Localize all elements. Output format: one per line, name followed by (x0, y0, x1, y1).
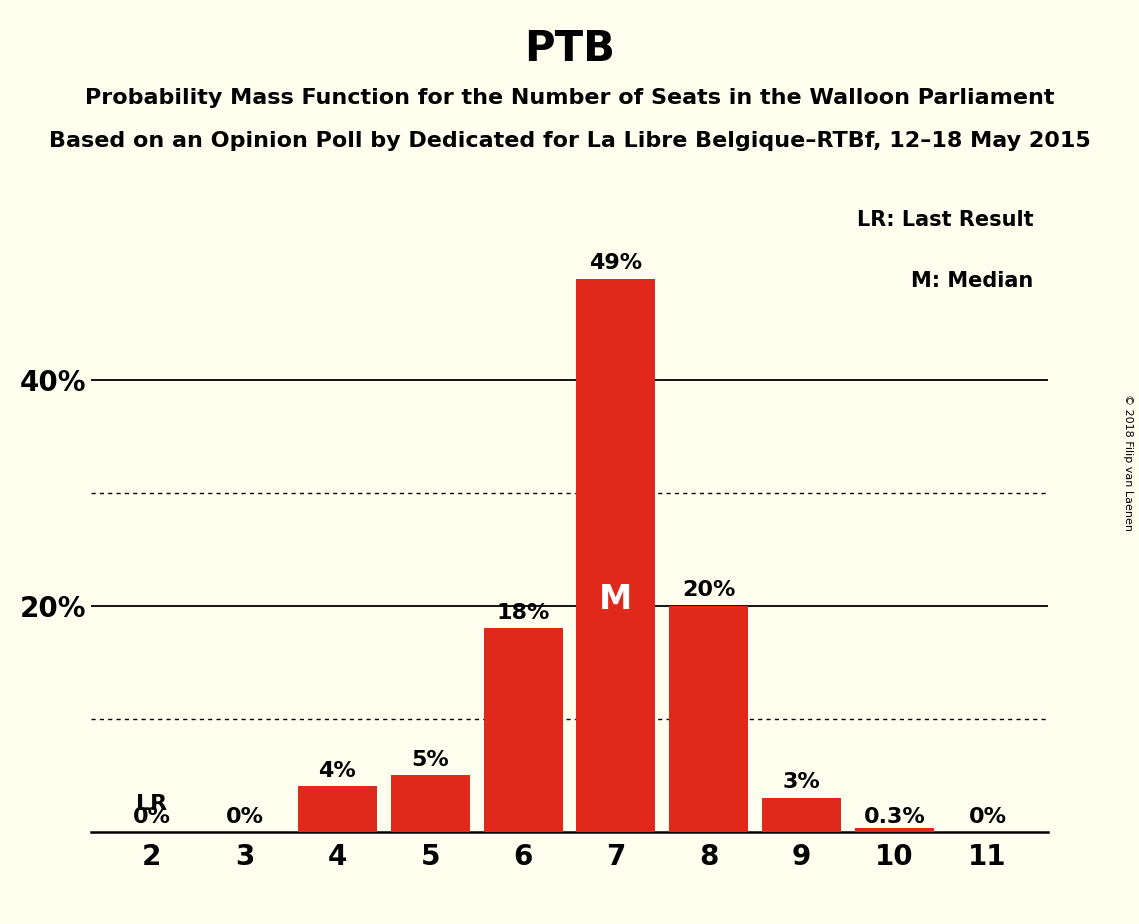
Text: 49%: 49% (589, 253, 642, 273)
Text: 0%: 0% (132, 807, 171, 827)
Text: Based on an Opinion Poll by Dedicated for La Libre Belgique–RTBf, 12–18 May 2015: Based on an Opinion Poll by Dedicated fo… (49, 131, 1090, 152)
Text: 20%: 20% (682, 580, 736, 601)
Text: 0%: 0% (226, 807, 263, 827)
Text: LR: Last Result: LR: Last Result (857, 210, 1033, 230)
Text: 0%: 0% (968, 807, 1007, 827)
Bar (855, 828, 934, 832)
Text: M: M (599, 583, 632, 616)
Bar (762, 797, 842, 832)
Bar (576, 279, 655, 832)
Text: 0.3%: 0.3% (863, 807, 926, 827)
Text: M: Median: M: Median (911, 271, 1033, 290)
Text: 3%: 3% (782, 772, 820, 792)
Text: Probability Mass Function for the Number of Seats in the Walloon Parliament: Probability Mass Function for the Number… (84, 88, 1055, 108)
Bar (670, 606, 748, 832)
Bar (297, 786, 377, 832)
Text: LR: LR (136, 794, 167, 813)
Text: 4%: 4% (319, 760, 357, 781)
Bar (391, 775, 469, 832)
Text: PTB: PTB (524, 28, 615, 69)
Text: 5%: 5% (411, 749, 449, 770)
Text: © 2018 Filip van Laenen: © 2018 Filip van Laenen (1123, 394, 1133, 530)
Bar (484, 628, 563, 832)
Text: 18%: 18% (497, 602, 550, 623)
